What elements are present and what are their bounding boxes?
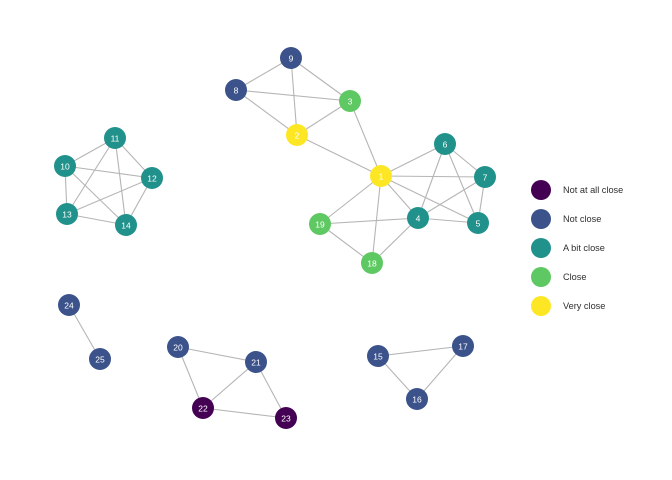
graph-node[interactable]: 23 [275, 407, 297, 429]
graph-edge [349, 100, 382, 177]
graph-edge [371, 175, 382, 264]
node-circle[interactable] [58, 294, 80, 316]
graph-node[interactable]: 3 [339, 90, 361, 112]
node-circle[interactable] [115, 214, 137, 236]
graph-edge [377, 345, 464, 357]
graph-node[interactable]: 4 [407, 207, 429, 229]
graph-node[interactable]: 6 [434, 133, 456, 155]
legend-label: Not at all close [563, 185, 623, 195]
legend-item[interactable]: Not at all close [531, 180, 623, 200]
graph-edge [416, 345, 464, 400]
graph-edge [202, 407, 287, 419]
graph-edge [66, 137, 116, 215]
graph-node[interactable]: 5 [467, 212, 489, 234]
graph-node[interactable]: 19 [309, 213, 331, 235]
graph-edge [290, 57, 351, 102]
graph-edge [114, 137, 127, 226]
node-circle[interactable] [309, 213, 331, 235]
graph-node[interactable]: 7 [474, 166, 496, 188]
graph-node[interactable]: 15 [367, 345, 389, 367]
graph-node[interactable]: 8 [225, 79, 247, 101]
node-circle[interactable] [56, 203, 78, 225]
graph-node[interactable]: 14 [115, 214, 137, 236]
node-circle[interactable] [245, 351, 267, 373]
graph-edge [177, 346, 257, 363]
legend-item[interactable]: Close [531, 267, 587, 287]
node-circle[interactable] [467, 212, 489, 234]
graph-edge [235, 89, 351, 102]
graph-node[interactable]: 1 [370, 165, 392, 187]
graph-edge [290, 57, 298, 136]
legend-swatch [531, 238, 551, 258]
graph-edge [380, 143, 446, 177]
legend: Not at all close Not close A bit close Clos… [531, 180, 623, 316]
graph-node[interactable]: 16 [406, 388, 428, 410]
graph-edge [296, 134, 382, 177]
graph-node[interactable]: 22 [192, 397, 214, 419]
legend-label: Not close [563, 214, 601, 224]
graph-node[interactable]: 20 [167, 336, 189, 358]
legend-swatch [531, 267, 551, 287]
graph-edge [64, 165, 127, 226]
graph-edge [64, 165, 153, 179]
node-circle[interactable] [406, 388, 428, 410]
node-circle[interactable] [361, 252, 383, 274]
graph-node[interactable]: 21 [245, 351, 267, 373]
graph-edge [66, 177, 153, 215]
node-circle[interactable] [54, 155, 76, 177]
graph-node[interactable]: 24 [58, 294, 80, 316]
node-circle[interactable] [407, 207, 429, 229]
node-circle[interactable] [225, 79, 247, 101]
graph-edge [319, 175, 382, 225]
node-circle[interactable] [275, 407, 297, 429]
legend-swatch [531, 296, 551, 316]
node-circle[interactable] [141, 167, 163, 189]
graph-node[interactable]: 17 [452, 335, 474, 357]
legend-swatch [531, 180, 551, 200]
graph-edge [319, 217, 419, 225]
legend-label: Close [563, 272, 587, 282]
graph-node[interactable]: 10 [54, 155, 76, 177]
graph-edge [202, 361, 257, 409]
node-circle[interactable] [286, 124, 308, 146]
graph-node[interactable]: 9 [280, 47, 302, 69]
graph-node[interactable]: 25 [89, 348, 111, 370]
graph-edge [235, 89, 298, 136]
legend-swatch [531, 209, 551, 229]
node-circle[interactable] [367, 345, 389, 367]
graph-edge [380, 175, 479, 224]
legend-label: A bit close [563, 243, 605, 253]
node-circle[interactable] [89, 348, 111, 370]
graph-node[interactable]: 12 [141, 167, 163, 189]
node-circle[interactable] [167, 336, 189, 358]
node-circle[interactable] [452, 335, 474, 357]
node-circle[interactable] [339, 90, 361, 112]
graph-edge [417, 176, 486, 219]
graph-node[interactable]: 18 [361, 252, 383, 274]
legend-item[interactable]: Very close [531, 296, 605, 316]
legend-item[interactable]: Not close [531, 209, 601, 229]
node-circle[interactable] [192, 397, 214, 419]
legend-label: Very close [563, 301, 605, 311]
graph-node[interactable]: 13 [56, 203, 78, 225]
node-circle[interactable] [280, 47, 302, 69]
graph-edge [444, 143, 479, 224]
graph-node[interactable]: 2 [286, 124, 308, 146]
node-circle[interactable] [434, 133, 456, 155]
graph-node[interactable]: 11 [104, 127, 126, 149]
node-circle[interactable] [104, 127, 126, 149]
legend-item[interactable]: A bit close [531, 238, 605, 258]
graph-edge [417, 143, 446, 219]
node-circle[interactable] [474, 166, 496, 188]
node-circle[interactable] [370, 165, 392, 187]
